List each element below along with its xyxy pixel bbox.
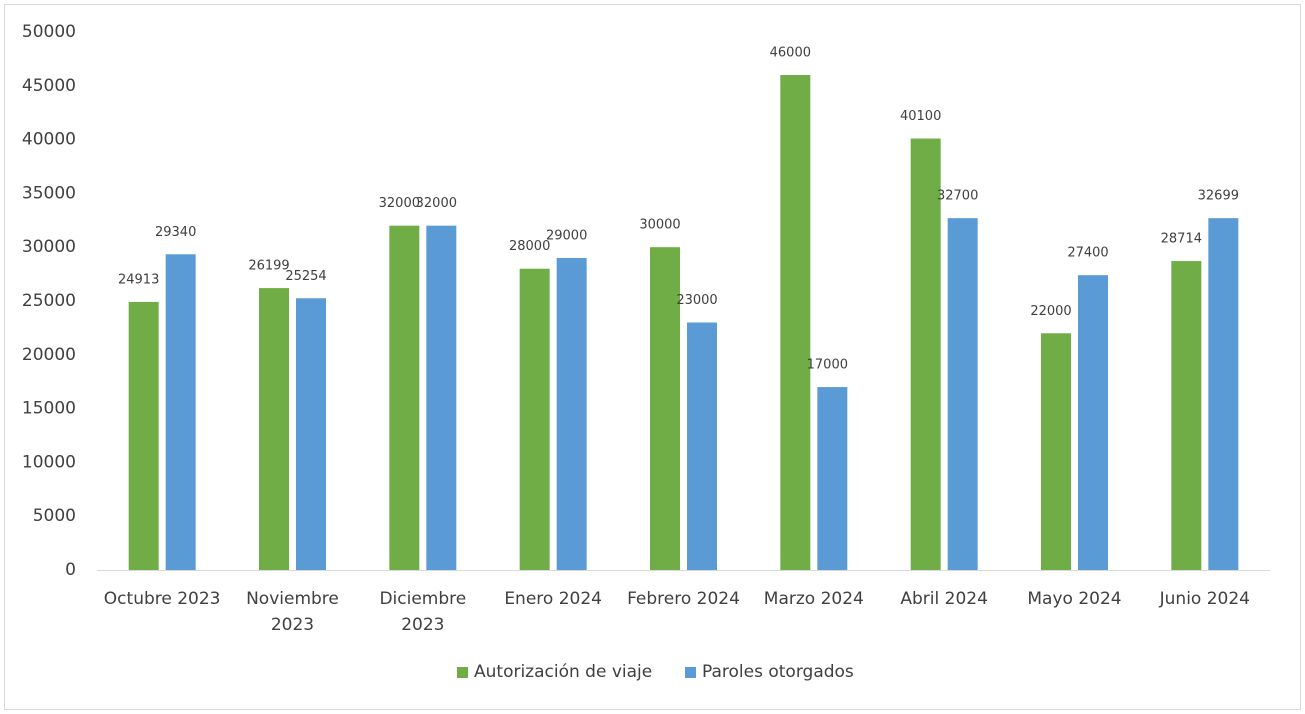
- value-label: 23000: [676, 293, 717, 308]
- bar: [1208, 218, 1239, 570]
- y-tick-label: 30000: [22, 237, 76, 257]
- y-tick-label: 5000: [33, 506, 76, 526]
- value-label: 26199: [248, 259, 289, 274]
- value-label: 25254: [285, 269, 326, 284]
- x-tick-label: Mayo 2024: [1027, 589, 1122, 609]
- value-label: 32700: [937, 189, 978, 204]
- bar: [780, 75, 811, 570]
- value-label: 29000: [546, 228, 587, 243]
- x-tick-label: Diciembre 2023: [379, 589, 467, 635]
- x-tick-label: Enero 2024: [504, 589, 602, 609]
- legend-item: Autorización de viaje: [457, 662, 652, 682]
- value-label: 32000: [379, 196, 420, 211]
- x-tick-label: Abril 2024: [900, 589, 988, 609]
- bar: [1078, 275, 1108, 570]
- bar: [817, 387, 848, 570]
- value-label: 24913: [118, 272, 159, 287]
- value-label: 46000: [770, 46, 811, 61]
- bar: [296, 298, 326, 570]
- bar: [556, 257, 587, 570]
- value-label: 28714: [1161, 232, 1202, 247]
- value-label: 27400: [1067, 246, 1108, 261]
- y-tick-label: 20000: [22, 345, 76, 365]
- legend-swatch: [457, 666, 468, 678]
- value-label: 32699: [1198, 189, 1239, 204]
- value-label: 32000: [416, 196, 457, 211]
- bar: [259, 288, 289, 570]
- bar: [426, 225, 457, 570]
- bar: [128, 301, 159, 570]
- legend-item: Paroles otorgados: [685, 662, 854, 682]
- bar: [1171, 261, 1202, 570]
- bar: [165, 254, 196, 570]
- y-tick-label: 25000: [22, 291, 76, 311]
- bar: [910, 138, 941, 571]
- y-tick-label: 15000: [22, 399, 76, 419]
- y-tick-label: 35000: [22, 183, 76, 203]
- value-label: 29340: [155, 225, 196, 240]
- bar: [947, 218, 978, 570]
- bar: [687, 322, 717, 570]
- y-tick-label: 50000: [22, 22, 76, 42]
- legend-swatch: [685, 666, 696, 678]
- value-label: 40100: [900, 109, 941, 124]
- legend-label: Autorización de viaje: [474, 662, 653, 682]
- bar: [650, 247, 680, 570]
- bar: [1041, 333, 1071, 570]
- y-tick-label: 0: [65, 560, 76, 580]
- value-label: 28000: [509, 239, 550, 254]
- y-tick-label: 40000: [22, 130, 76, 150]
- y-tick-label: 10000: [22, 452, 76, 472]
- value-label: 30000: [639, 218, 680, 233]
- x-tick-label: Febrero 2024: [627, 589, 740, 609]
- x-tick-label: Octubre 2023: [103, 589, 221, 609]
- y-tick-label: 45000: [22, 76, 76, 96]
- bar: [519, 268, 550, 570]
- value-label: 22000: [1030, 304, 1071, 319]
- bar: [389, 225, 420, 570]
- legend-label: Paroles otorgados: [702, 662, 854, 682]
- x-tick-label: Noviembre 2023: [246, 589, 339, 635]
- x-tick-label: Marzo 2024: [763, 589, 864, 609]
- x-tick-label: Junio 2024: [1159, 589, 1250, 609]
- value-label: 17000: [807, 358, 848, 373]
